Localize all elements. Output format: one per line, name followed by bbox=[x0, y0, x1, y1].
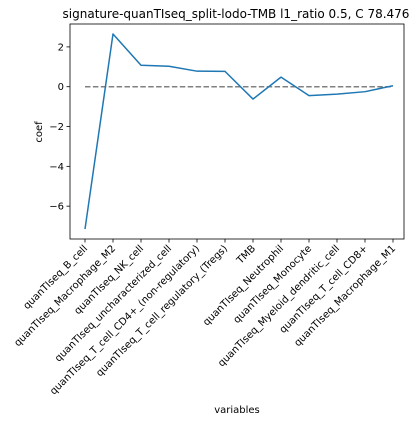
y-tick-label: −2 bbox=[49, 122, 64, 133]
x-tick-label: TMB bbox=[234, 243, 258, 267]
x-axis-label: variables bbox=[214, 405, 260, 416]
x-axis: quanTIseq_B_cellquanTIseq_Macrophage_M2q… bbox=[12, 239, 398, 397]
y-tick-label: −4 bbox=[49, 162, 64, 173]
y-tick-label: 2 bbox=[58, 42, 64, 53]
y-tick-label: 0 bbox=[58, 82, 64, 93]
plot-area bbox=[69, 23, 405, 240]
plot-frame bbox=[69, 23, 405, 240]
x-tick-label: quanTIseq_Myeloid_dendritic_cell bbox=[216, 243, 342, 369]
y-tick-label: −6 bbox=[49, 202, 64, 213]
chart-title: signature-quanTIseq_split-lodo-TMB l1_ra… bbox=[63, 7, 410, 21]
y-axis: −6 −4 −2 0 2 bbox=[49, 42, 70, 213]
y-axis-label: coef bbox=[34, 121, 45, 143]
series-line-1 bbox=[84, 33, 394, 230]
